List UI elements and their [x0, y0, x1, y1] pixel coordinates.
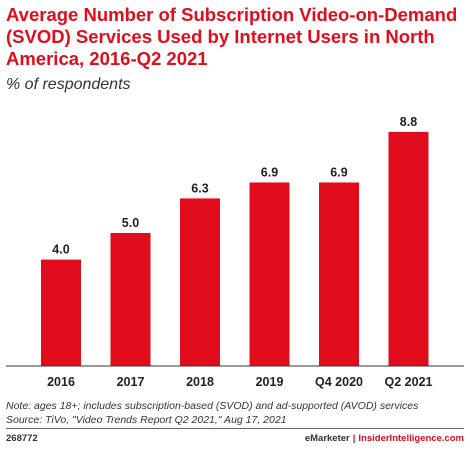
data-label-2019: 6.9 — [261, 165, 278, 179]
data-label-2017: 5.0 — [122, 216, 139, 230]
chart-subtitle: % of respondents — [6, 76, 131, 93]
brand-divider: | — [352, 433, 356, 444]
x-tick-2017: 2017 — [117, 375, 145, 389]
bar-2017 — [110, 233, 151, 366]
x-tick-2016: 2016 — [47, 375, 75, 389]
bar-q2-2021 — [388, 131, 429, 366]
brand-insider-intelligence: InsiderIntelligence.com — [358, 433, 464, 444]
note-text: Note: ages 18+; includes subscription-ba… — [6, 400, 419, 412]
x-tick-q2-2021: Q2 2021 — [385, 375, 433, 389]
chart-id: 268772 — [6, 433, 38, 444]
source-text: Source: TiVo, "Video Trends Report Q2 20… — [6, 414, 287, 426]
footer-divider — [6, 428, 464, 429]
bar-2018 — [180, 198, 220, 366]
chart-notes: Note: ages 18+; includes subscription-ba… — [6, 399, 464, 427]
footer-brand: eMarketer | InsiderIntelligence.com — [305, 433, 464, 444]
x-tick-q4-2020: Q4 2020 — [315, 375, 363, 389]
bar-q4-2020 — [319, 182, 359, 366]
bar-2016 — [41, 259, 81, 366]
x-tick-2019: 2019 — [256, 375, 284, 389]
data-label-2016: 4.0 — [52, 243, 69, 257]
x-tick-2018: 2018 — [186, 375, 214, 389]
data-label-q2-2021: 8.8 — [400, 115, 417, 129]
x-tick-labels: 2016 2017 2018 2019 Q4 2020 Q2 2021 — [47, 375, 432, 389]
bars-layer: 4.0 5.0 6.3 6.9 6.9 8.8 — [41, 115, 429, 366]
data-label-q4-2020: 6.9 — [330, 165, 347, 179]
brand-emarketer: eMarketer — [304, 433, 350, 444]
bar-2019 — [249, 182, 290, 366]
bar-chart: 4.0 5.0 6.3 6.9 6.9 8.8 2016 2017 2018 2019 Q4 20… — [6, 115, 464, 389]
data-label-2018: 6.3 — [191, 181, 208, 195]
chart-title: Average Number of Subscription Video-on-… — [6, 4, 458, 69]
